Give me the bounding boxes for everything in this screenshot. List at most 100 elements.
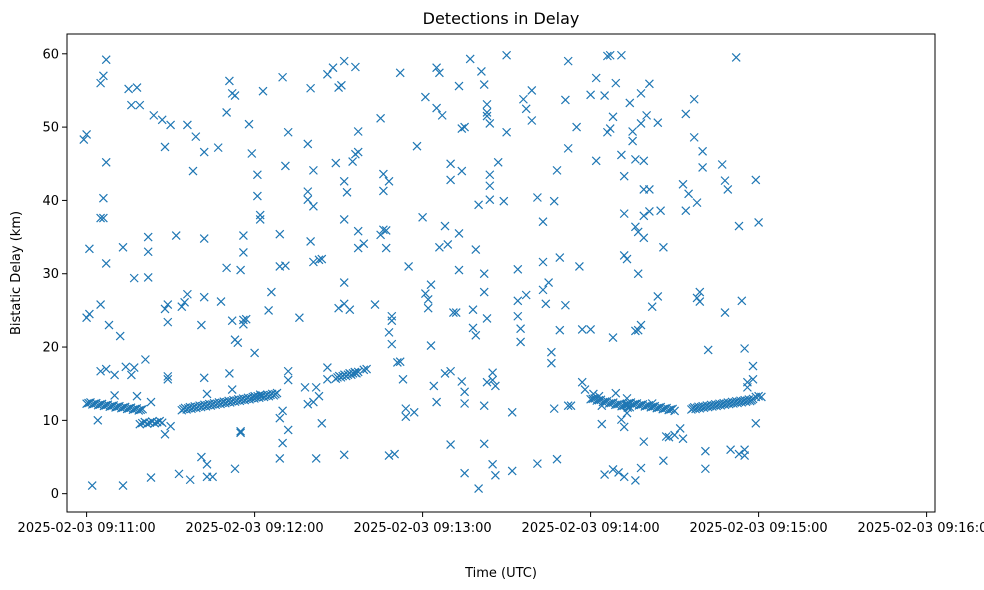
data-point	[135, 419, 145, 429]
data-point	[191, 132, 201, 142]
data-point	[502, 50, 512, 60]
data-point	[101, 157, 111, 167]
data-point	[684, 189, 694, 199]
data-point	[280, 161, 290, 171]
x-tick-label: 2025-02-03 09:12:00	[186, 521, 324, 536]
data-point	[490, 470, 500, 480]
data-point	[196, 320, 206, 330]
data-point	[163, 300, 173, 309]
data-point	[616, 50, 626, 60]
y-tick-label: 0	[51, 487, 59, 502]
data-point	[314, 255, 324, 265]
data-point	[479, 80, 489, 90]
data-point	[734, 449, 744, 459]
data-point	[177, 302, 187, 312]
data-point	[560, 95, 570, 105]
data-point	[138, 404, 148, 414]
data-point	[454, 81, 464, 91]
data-point	[482, 111, 492, 121]
data-point	[308, 397, 318, 407]
data-point	[118, 242, 128, 252]
data-point	[118, 481, 128, 491]
data-point	[670, 406, 680, 416]
data-point	[555, 325, 565, 335]
data-point	[448, 308, 458, 318]
data-point	[485, 181, 495, 191]
data-point	[132, 391, 142, 401]
data-point	[748, 374, 758, 384]
data-point	[636, 119, 646, 128]
data-point	[280, 261, 290, 271]
data-point	[698, 146, 708, 156]
data-point	[163, 374, 173, 384]
data-point	[227, 385, 237, 394]
data-point	[163, 371, 173, 381]
data-point	[278, 72, 288, 82]
data-point	[619, 250, 629, 260]
data-point	[563, 56, 573, 66]
data-point	[432, 63, 442, 73]
data-point	[390, 449, 400, 459]
data-point	[381, 226, 391, 235]
data-point	[731, 53, 741, 62]
data-point	[434, 68, 444, 78]
data-point	[658, 242, 668, 252]
data-point	[748, 394, 758, 404]
data-point	[283, 127, 293, 137]
data-point	[754, 217, 764, 227]
data-point	[600, 91, 610, 101]
data-point	[353, 147, 363, 157]
data-point	[454, 265, 464, 275]
data-point	[538, 217, 548, 227]
data-point	[294, 313, 304, 323]
data-point	[628, 136, 638, 146]
data-point	[401, 404, 411, 414]
data-point	[359, 239, 369, 249]
data-point	[303, 187, 313, 197]
data-point	[549, 404, 559, 414]
data-point	[93, 415, 103, 425]
data-point	[538, 285, 548, 295]
data-point	[216, 297, 226, 307]
data-point	[488, 368, 498, 378]
data-point	[563, 401, 573, 411]
data-point	[751, 175, 761, 185]
data-point	[264, 305, 274, 315]
data-point	[658, 456, 668, 466]
data-point	[224, 76, 234, 86]
data-point	[513, 296, 523, 306]
data-point	[247, 149, 257, 158]
data-point	[143, 272, 153, 282]
data-point	[597, 419, 607, 429]
data-point	[423, 294, 433, 304]
data-point	[485, 119, 495, 128]
data-point	[303, 399, 313, 409]
data-point	[490, 381, 500, 391]
data-point	[625, 98, 635, 108]
data-point	[82, 313, 92, 323]
data-point	[230, 91, 240, 101]
x-axis-title: Time (UTC)	[464, 566, 537, 581]
data-point	[236, 428, 246, 438]
x-tick-label: 2025-02-03 09:16:00	[858, 521, 984, 536]
data-point	[336, 80, 346, 90]
data-point	[460, 468, 470, 478]
data-point	[213, 143, 223, 153]
data-point	[446, 175, 456, 185]
plot-frame	[66, 33, 936, 513]
data-point	[339, 215, 349, 224]
data-point	[630, 476, 640, 485]
data-point	[266, 287, 276, 297]
data-point	[619, 209, 629, 219]
data-point	[541, 299, 551, 309]
data-point	[96, 213, 106, 223]
data-point	[457, 166, 467, 176]
data-point	[670, 430, 680, 440]
data-point	[98, 71, 108, 81]
data-point	[611, 78, 621, 88]
data-point	[188, 166, 198, 176]
data-point	[339, 56, 349, 66]
data-point	[616, 150, 626, 160]
data-point	[339, 176, 349, 186]
data-point	[283, 375, 293, 385]
